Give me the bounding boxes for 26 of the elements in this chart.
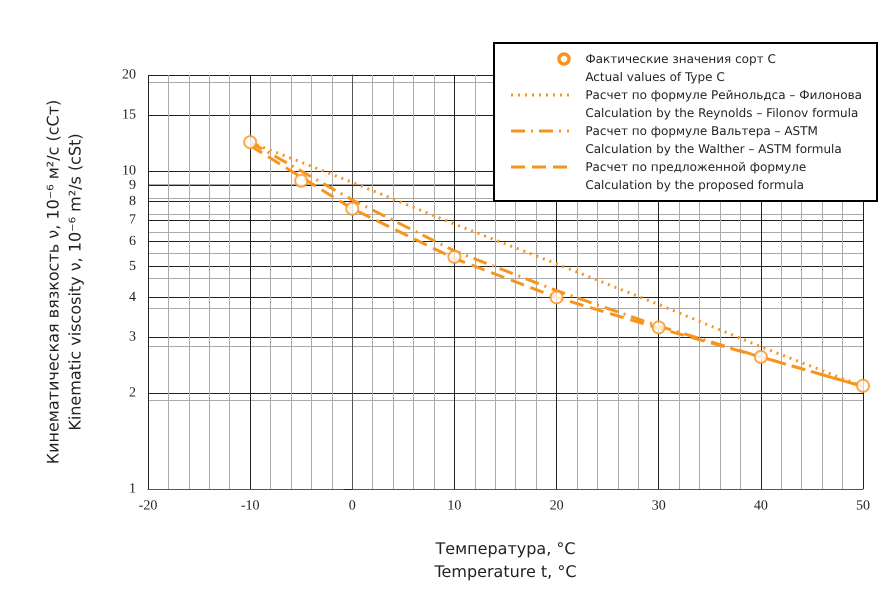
y-axis-title: Кинематическая вязкость ν, 10⁻⁶ м²/с (сСт) Kinematic viscosity ν, 10⁻⁶ m²/s (cSt) bbox=[44, 100, 84, 464]
legend-label: Расчет по формуле Рейнольдса – Филонова Calculation by the Reynolds – Filonov formula bbox=[585, 87, 862, 122]
legend-label: Фактические значения сорт С Actual values of Type C bbox=[585, 51, 776, 86]
x-tick-label: 40 bbox=[754, 498, 768, 514]
x-tick-label: 30 bbox=[652, 498, 666, 514]
y-tick-label: 20 bbox=[122, 68, 136, 82]
y-tick-label: 5 bbox=[129, 259, 136, 274]
y-tick-label: 8 bbox=[129, 194, 136, 210]
x-tick-label: 10 bbox=[447, 498, 462, 514]
y-tick-label: 7 bbox=[129, 212, 136, 228]
x-tick-label: -20 bbox=[138, 498, 158, 514]
legend-label: Расчет по предложенной формуле Calculation by the proposed formula bbox=[585, 159, 806, 194]
y-tick-label: 6 bbox=[129, 234, 136, 249]
y-tick-label: 1 bbox=[129, 482, 136, 496]
x-axis-title: Температура, °С Temperature t, °C bbox=[433, 539, 577, 581]
y-tick-label: 10 bbox=[122, 163, 136, 178]
legend-label: Расчет по формуле Вальтера – ASTM Calculation by the Walther – ASTM formula bbox=[585, 123, 842, 158]
y-tick-label: 9 bbox=[129, 178, 136, 193]
x-tick-label: 20 bbox=[550, 498, 564, 514]
x-tick-label: 50 bbox=[856, 498, 870, 514]
y-tick-label: 15 bbox=[122, 107, 136, 122]
x-tick-label: 0 bbox=[348, 498, 356, 514]
y-tick-label: 3 bbox=[129, 330, 136, 345]
y-tick-label: 2 bbox=[129, 386, 136, 401]
x-tick-label: -10 bbox=[240, 498, 260, 514]
y-tick-label: 4 bbox=[129, 290, 136, 305]
